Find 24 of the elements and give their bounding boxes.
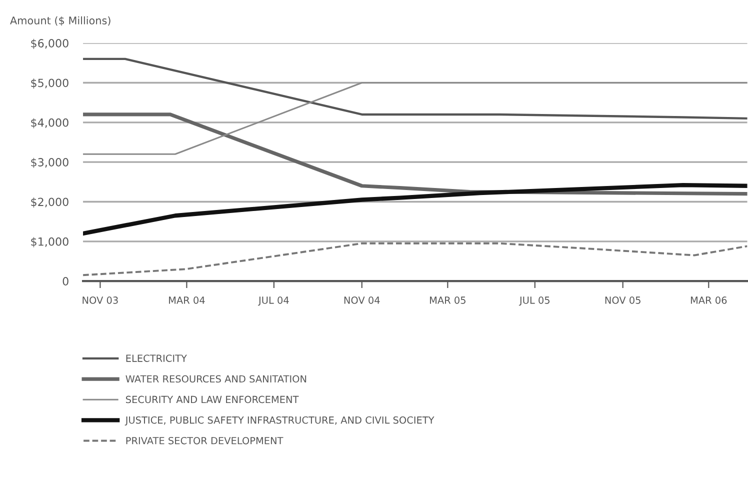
legend-label: ELECTRICITY bbox=[126, 354, 187, 362]
y-tick-label: $5,000 bbox=[31, 78, 68, 89]
x-tick-label: NOV 05 bbox=[605, 296, 640, 304]
y-tick-label: $2,000 bbox=[31, 198, 68, 208]
x-tick-label: MAR 04 bbox=[169, 296, 205, 304]
legend-label: SECURITY AND LAW ENFORCEMENT bbox=[126, 396, 299, 404]
line-series bbox=[83, 242, 748, 276]
y-tick-label: $6,000 bbox=[31, 38, 68, 49]
legend-label: WATER RESOURCES AND SANITATION bbox=[126, 375, 306, 383]
line-series bbox=[83, 182, 748, 236]
x-tick-label: NOV 03 bbox=[82, 296, 118, 304]
y-tick-label: 0 bbox=[62, 277, 68, 286]
legend-label: JUSTICE, PUBLIC SAFETY INFRASTRUCTURE, AND CIVIL SOCIETY bbox=[124, 416, 434, 426]
x-tick-label: JUL 05 bbox=[518, 296, 550, 306]
legend-label: PRIVATE SECTOR DEVELOPMENT bbox=[126, 436, 284, 444]
x-tick-label: JUL 04 bbox=[258, 296, 289, 306]
line-series bbox=[83, 58, 748, 120]
x-tick-label: MAR 06 bbox=[690, 296, 727, 304]
y-tick-label: $3,000 bbox=[31, 158, 68, 168]
y-tick-label: $1,000 bbox=[31, 237, 68, 248]
x-tick-label: NOV 04 bbox=[344, 296, 380, 304]
x-tick-label: MAR 05 bbox=[430, 296, 466, 304]
y-tick-label: $4,000 bbox=[31, 118, 68, 128]
y-axis-title: Amount ($ Millions) bbox=[10, 16, 110, 26]
